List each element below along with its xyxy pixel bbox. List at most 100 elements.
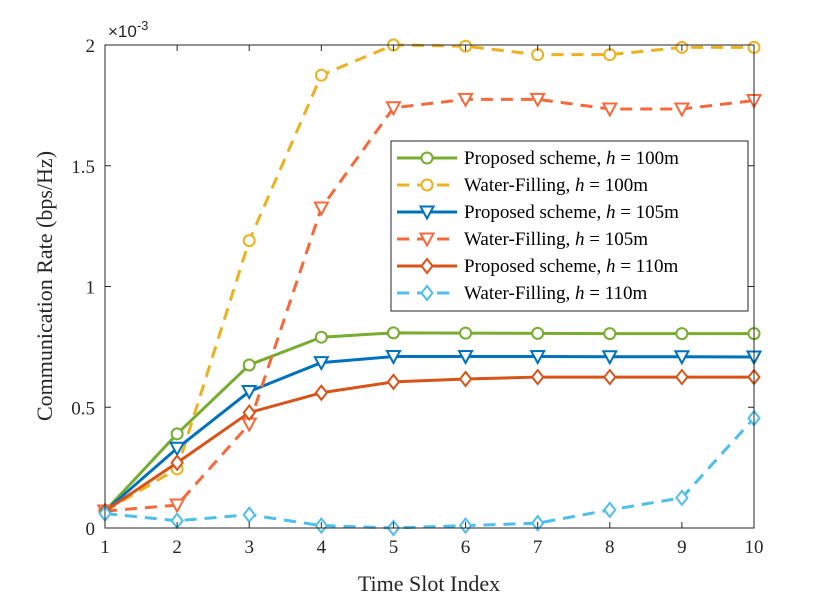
ticks-layer: 1 2 3 4 5 6 7 8 9 10 0 0.5 1 1.5 2 (71, 36, 763, 558)
series-1-line (103, 331, 754, 513)
series-3-point (241, 385, 258, 401)
series-5-point (314, 384, 329, 402)
series-layer (96, 38, 763, 537)
legend-box (390, 140, 749, 312)
x-axis-title: Time Slot Index (358, 571, 500, 596)
legend-label-prefix: Proposed scheme, (464, 148, 606, 169)
legend-label: Water-Filling, h = 110m (464, 283, 648, 304)
legend-swatch-marker (420, 151, 434, 165)
series-4-point (168, 498, 186, 514)
legend-entry: Water-Filling, h = 110m (397, 283, 648, 304)
legend-label-variable: h (575, 175, 585, 196)
legend-label-value: = 110m (585, 283, 648, 304)
series-3-point (673, 350, 691, 366)
legend-swatch-marker (420, 284, 434, 302)
x-tick-label: 6 (461, 537, 471, 558)
series-4-point (601, 102, 618, 118)
series-4-point (673, 102, 691, 118)
y-multiplier-exponent: -3 (137, 18, 149, 33)
y-tick-label: 0.5 (71, 398, 95, 419)
series-5-point (530, 368, 545, 386)
series-1-point (314, 330, 328, 344)
series-5-point (386, 373, 401, 391)
legend-entry: Proposed scheme, h = 110m (397, 256, 678, 277)
legend-label-prefix: Water-Filling, (464, 229, 575, 250)
x-tick-label: 1 (100, 537, 110, 558)
series-6-point (603, 501, 617, 519)
series-2-line (104, 43, 754, 513)
legend-entry: Water-Filling, h = 100m (397, 175, 648, 196)
legend-swatch-marker (418, 232, 436, 248)
x-tick-label: 4 (317, 537, 327, 558)
legend-label-variable: h (606, 148, 616, 169)
series-5-point (675, 368, 689, 386)
legend-label: Proposed scheme, h = 110m (464, 256, 678, 277)
series-3-point (168, 441, 186, 457)
series-5-point (242, 403, 256, 422)
series-2-point (242, 234, 256, 248)
x-tick-label: 9 (677, 537, 687, 558)
series-5-point (458, 370, 473, 388)
legend-swatch-marker (420, 257, 434, 275)
legend-label-variable: h (606, 202, 616, 223)
x-tick-label: 10 (745, 537, 764, 558)
x-tick-label: 2 (172, 537, 182, 558)
legend-label: Proposed scheme, h = 100m (464, 148, 679, 169)
series-6-line (104, 417, 756, 530)
series-3-point (313, 356, 330, 372)
x-tick-label: 5 (389, 537, 399, 558)
legend-entry: Proposed scheme, h = 105m (397, 202, 679, 223)
legend-label-prefix: Proposed scheme, (464, 202, 606, 223)
series-4-line (104, 97, 755, 513)
series-3-line (104, 355, 755, 513)
legend: Proposed scheme, h = 100mWater-Filling, … (390, 140, 749, 312)
legend-label: Water-Filling, h = 100m (464, 175, 648, 196)
legend-entry: Proposed scheme, h = 100m (397, 148, 679, 169)
series-3-point (601, 350, 618, 366)
x-tick-label: 3 (244, 537, 254, 558)
series-4-point (313, 201, 330, 217)
series-1-point (170, 427, 184, 441)
series-6-point (675, 489, 689, 507)
y-tick-label: 1 (86, 278, 96, 299)
legend-swatch-marker (420, 178, 434, 192)
x-tick-label: 7 (533, 537, 543, 558)
series-1-point (531, 326, 545, 340)
series-1-point (459, 326, 473, 340)
series-6-point (242, 506, 256, 524)
legend-label: Water-Filling, h = 105m (464, 229, 648, 250)
series-4-point (385, 101, 402, 117)
legend-label-variable: h (575, 229, 585, 250)
series-3-point (385, 350, 402, 366)
legend-label-variable: h (606, 256, 616, 277)
series-5-point (603, 368, 617, 386)
legend-label-value: = 105m (615, 202, 679, 223)
legend-label-prefix: Water-Filling, (464, 283, 575, 304)
legend-label-prefix: Water-Filling, (464, 175, 575, 196)
series-4-point (457, 92, 474, 108)
y-tick-label: 1.5 (71, 157, 95, 178)
series-5-point (170, 454, 184, 472)
series-2-point (314, 68, 328, 82)
legend-label-value: = 105m (585, 229, 649, 250)
legend-label-variable: h (575, 283, 585, 304)
y-tick-label: 0 (86, 519, 96, 540)
series-1-point (242, 358, 256, 372)
y-tick-label: 2 (86, 36, 96, 57)
legend-label-value: = 100m (585, 175, 649, 196)
legend-entry: Water-Filling, h = 105m (397, 229, 648, 250)
series-3-point (457, 350, 474, 366)
series-4-point (529, 92, 546, 108)
series-1-point (603, 327, 617, 341)
legend-swatch-marker (418, 205, 436, 221)
legend-label-value: = 110m (615, 256, 678, 277)
x-tick-label: 8 (605, 537, 615, 558)
series-3-point (529, 350, 546, 366)
y-multiplier: ×10-3 (108, 18, 148, 41)
series-1-point (386, 326, 400, 340)
legend-label: Proposed scheme, h = 105m (464, 202, 679, 223)
legend-label-value: = 100m (615, 148, 679, 169)
legend-label-prefix: Proposed scheme, (464, 256, 606, 277)
y-multiplier-base: ×10 (108, 22, 137, 41)
